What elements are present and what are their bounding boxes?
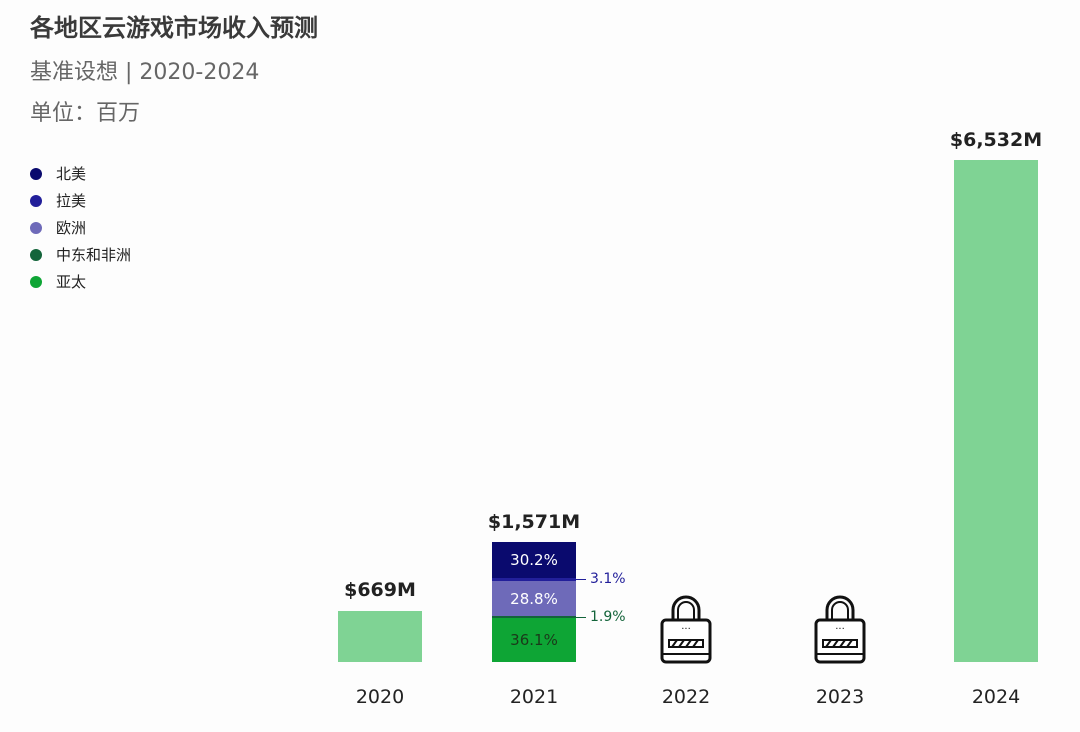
x-label-2022: 2022 <box>661 686 711 708</box>
legend-label: 欧洲 <box>56 219 87 237</box>
segment-label-apac: 36.1% <box>510 631 558 649</box>
lock-icon: ··· <box>814 595 866 664</box>
x-label-2021: 2021 <box>509 686 559 708</box>
legend: 北美 拉美 欧洲 中东和非洲 亚太 <box>30 160 131 295</box>
x-label-2024: 2024 <box>971 686 1021 708</box>
segment-label-na: 30.2% <box>510 551 558 569</box>
legend-item-mea: 中东和非洲 <box>30 241 131 268</box>
legend-dot-icon <box>30 221 42 234</box>
x-label-2020: 2020 <box>355 686 405 708</box>
segment-mea <box>492 616 576 618</box>
legend-dot-icon <box>30 248 42 261</box>
legend-item-na: 北美 <box>30 160 131 187</box>
segment-na: 30.2% <box>492 542 576 578</box>
legend-label: 北美 <box>56 165 87 183</box>
segment-eu: 28.8% <box>492 581 576 616</box>
svg-text:···: ··· <box>835 624 845 635</box>
legend-item-eu: 欧洲 <box>30 214 131 241</box>
value-label-2021: $1,571M <box>487 511 581 533</box>
segment-apac: 36.1% <box>492 618 576 662</box>
legend-dot-icon <box>30 275 42 288</box>
callout-label-mea: 1.9% <box>590 609 626 625</box>
segment-latam <box>492 578 576 581</box>
callout-latam: 3.1% <box>576 571 626 587</box>
x-label-2023: 2023 <box>815 686 865 708</box>
legend-dot-icon <box>30 194 42 207</box>
chart-title: 各地区云游戏市场收入预测 <box>30 14 318 42</box>
callout-label-latam: 3.1% <box>590 571 626 587</box>
legend-item-latam: 拉美 <box>30 187 131 214</box>
chart-subtitle: 基准设想 | 2020-2024 <box>30 60 260 85</box>
value-label-2024: $6,532M <box>949 129 1043 151</box>
svg-text:···: ··· <box>681 624 691 635</box>
value-label-2020: $669M <box>344 579 416 601</box>
legend-item-apac: 亚太 <box>30 268 131 295</box>
segment-label-eu: 28.8% <box>510 589 558 608</box>
legend-label: 拉美 <box>56 192 87 210</box>
legend-label: 中东和非洲 <box>56 246 132 264</box>
bar-2020 <box>338 611 422 662</box>
legend-label: 亚太 <box>56 273 87 291</box>
lock-icon: ··· <box>660 595 712 664</box>
callout-mea: 1.9% <box>576 609 626 625</box>
bar-2024 <box>954 160 1038 662</box>
unit-label: 单位：百万 <box>30 101 141 126</box>
legend-dot-icon <box>30 167 42 180</box>
bar-2021-stacked: 30.2% 28.8% 36.1% <box>492 542 576 662</box>
